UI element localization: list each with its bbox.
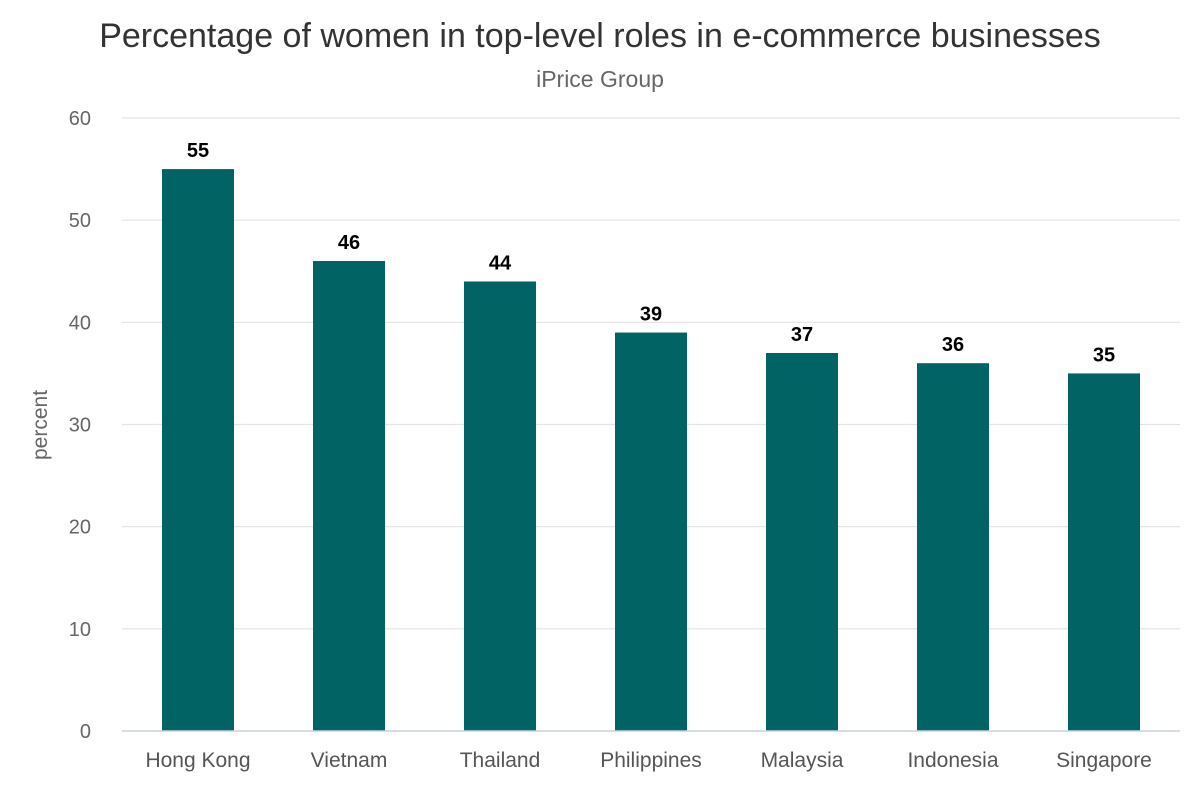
bar	[1068, 373, 1140, 731]
y-axis-ticks: 0 10 20 30 40 50 60	[69, 108, 91, 743]
x-category-label: Singapore	[1056, 749, 1152, 772]
bar	[766, 352, 838, 731]
y-tick-label: 60	[69, 108, 91, 130]
y-tick-label: 40	[69, 312, 91, 334]
x-category-label: Indonesia	[907, 749, 998, 772]
x-category-label: Philippines	[600, 749, 702, 772]
bar	[615, 332, 687, 731]
bar	[917, 363, 989, 731]
bar	[464, 281, 536, 731]
data-labels: 55 46 44 39 37 36 35	[187, 140, 1115, 366]
data-label: 55	[187, 140, 209, 162]
data-label: 39	[640, 304, 662, 326]
x-category-label: Thailand	[460, 749, 541, 772]
x-category-label: Vietnam	[311, 749, 388, 772]
data-label: 37	[791, 324, 813, 346]
bar	[162, 169, 234, 732]
y-tick-label: 0	[80, 721, 91, 743]
bars	[162, 169, 1140, 732]
chart-subtitle: iPrice Group	[536, 66, 664, 92]
y-tick-label: 30	[69, 415, 91, 437]
x-axis-categories: Hong Kong Vietnam Thailand Philippines Malay…	[145, 749, 1151, 772]
data-label: 35	[1093, 344, 1115, 366]
y-axis-label: percent	[29, 390, 52, 460]
data-label: 36	[942, 334, 964, 356]
y-tick-label: 20	[69, 517, 91, 539]
x-category-label: Malaysia	[761, 749, 844, 772]
x-category-label: Hong Kong	[145, 749, 250, 772]
data-label: 44	[489, 252, 512, 274]
chart-title: Percentage of women in top-level roles i…	[99, 17, 1101, 55]
bar	[313, 261, 385, 731]
y-tick-label: 10	[69, 619, 91, 641]
y-tick-label: 50	[69, 210, 91, 232]
data-label: 46	[338, 232, 360, 254]
